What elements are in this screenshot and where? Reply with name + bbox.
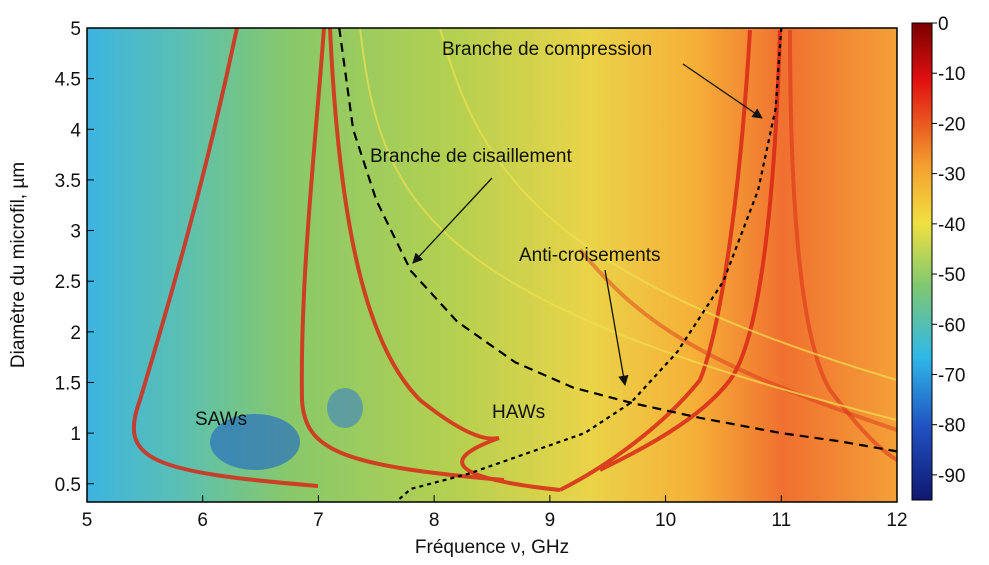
branch-curve [338, 27, 898, 453]
annotation: Branche de cisaillement [370, 146, 572, 167]
annotation: Branche de compression [442, 39, 652, 60]
x-tick-label: 6 [197, 510, 208, 531]
colorbar-tick-label: 0 [938, 14, 949, 35]
colorbar-tick-label: -70 [938, 365, 965, 386]
arrows [412, 63, 763, 387]
x-tick-label: 5 [82, 510, 93, 531]
colorbar-tick-label: -60 [938, 315, 965, 336]
y-axis-label: Diamètre du microfil, µm [8, 162, 29, 368]
annotation: Anti-croisements [519, 245, 661, 266]
colorbar-tick-label: -20 [938, 114, 965, 135]
y-tick-label: 3.5 [55, 171, 81, 192]
x-tick-label: 11 [771, 510, 791, 531]
x-tick-label: 12 [886, 510, 907, 531]
x-axis-label: Fréquence ν, GHz [415, 537, 569, 558]
y-tick-label: 1 [70, 424, 81, 445]
y-tick-label: 5 [70, 19, 81, 40]
branch-curve [398, 27, 783, 500]
colorbar [911, 22, 933, 501]
y-tick-label: 2.5 [55, 272, 81, 293]
y-tick-label: 2 [70, 323, 81, 344]
y-tick-label: 1.5 [55, 373, 81, 394]
y-tick-label: 4 [70, 120, 81, 141]
x-tick-label: 7 [313, 510, 324, 531]
faint-modes [359, 27, 898, 421]
x-tick-label: 9 [545, 510, 556, 531]
heatmap-dip [327, 388, 363, 428]
x-tick-label: 8 [429, 510, 440, 531]
y-tick-label: 0.5 [55, 475, 81, 496]
heatmap-dip [210, 414, 300, 470]
colorbar-tick-label: -30 [938, 165, 965, 186]
annotation: HAWs [492, 402, 545, 423]
mode-curves [131, 27, 899, 492]
annotation: SAWs [195, 409, 247, 430]
colorbar-tick-label: -40 [938, 215, 965, 236]
colorbar-tick-label: -90 [938, 466, 965, 487]
x-tick-label: 10 [655, 510, 676, 531]
colorbar-tick-label: -50 [938, 265, 965, 286]
plot-frame [86, 27, 898, 503]
y-tick-label: 3 [70, 222, 81, 243]
plot-area [87, 27, 899, 502]
colorbar-tick-label: -80 [938, 416, 965, 437]
y-tick-label: 4.5 [55, 70, 81, 91]
colorbar-tick-label: -10 [938, 64, 965, 85]
